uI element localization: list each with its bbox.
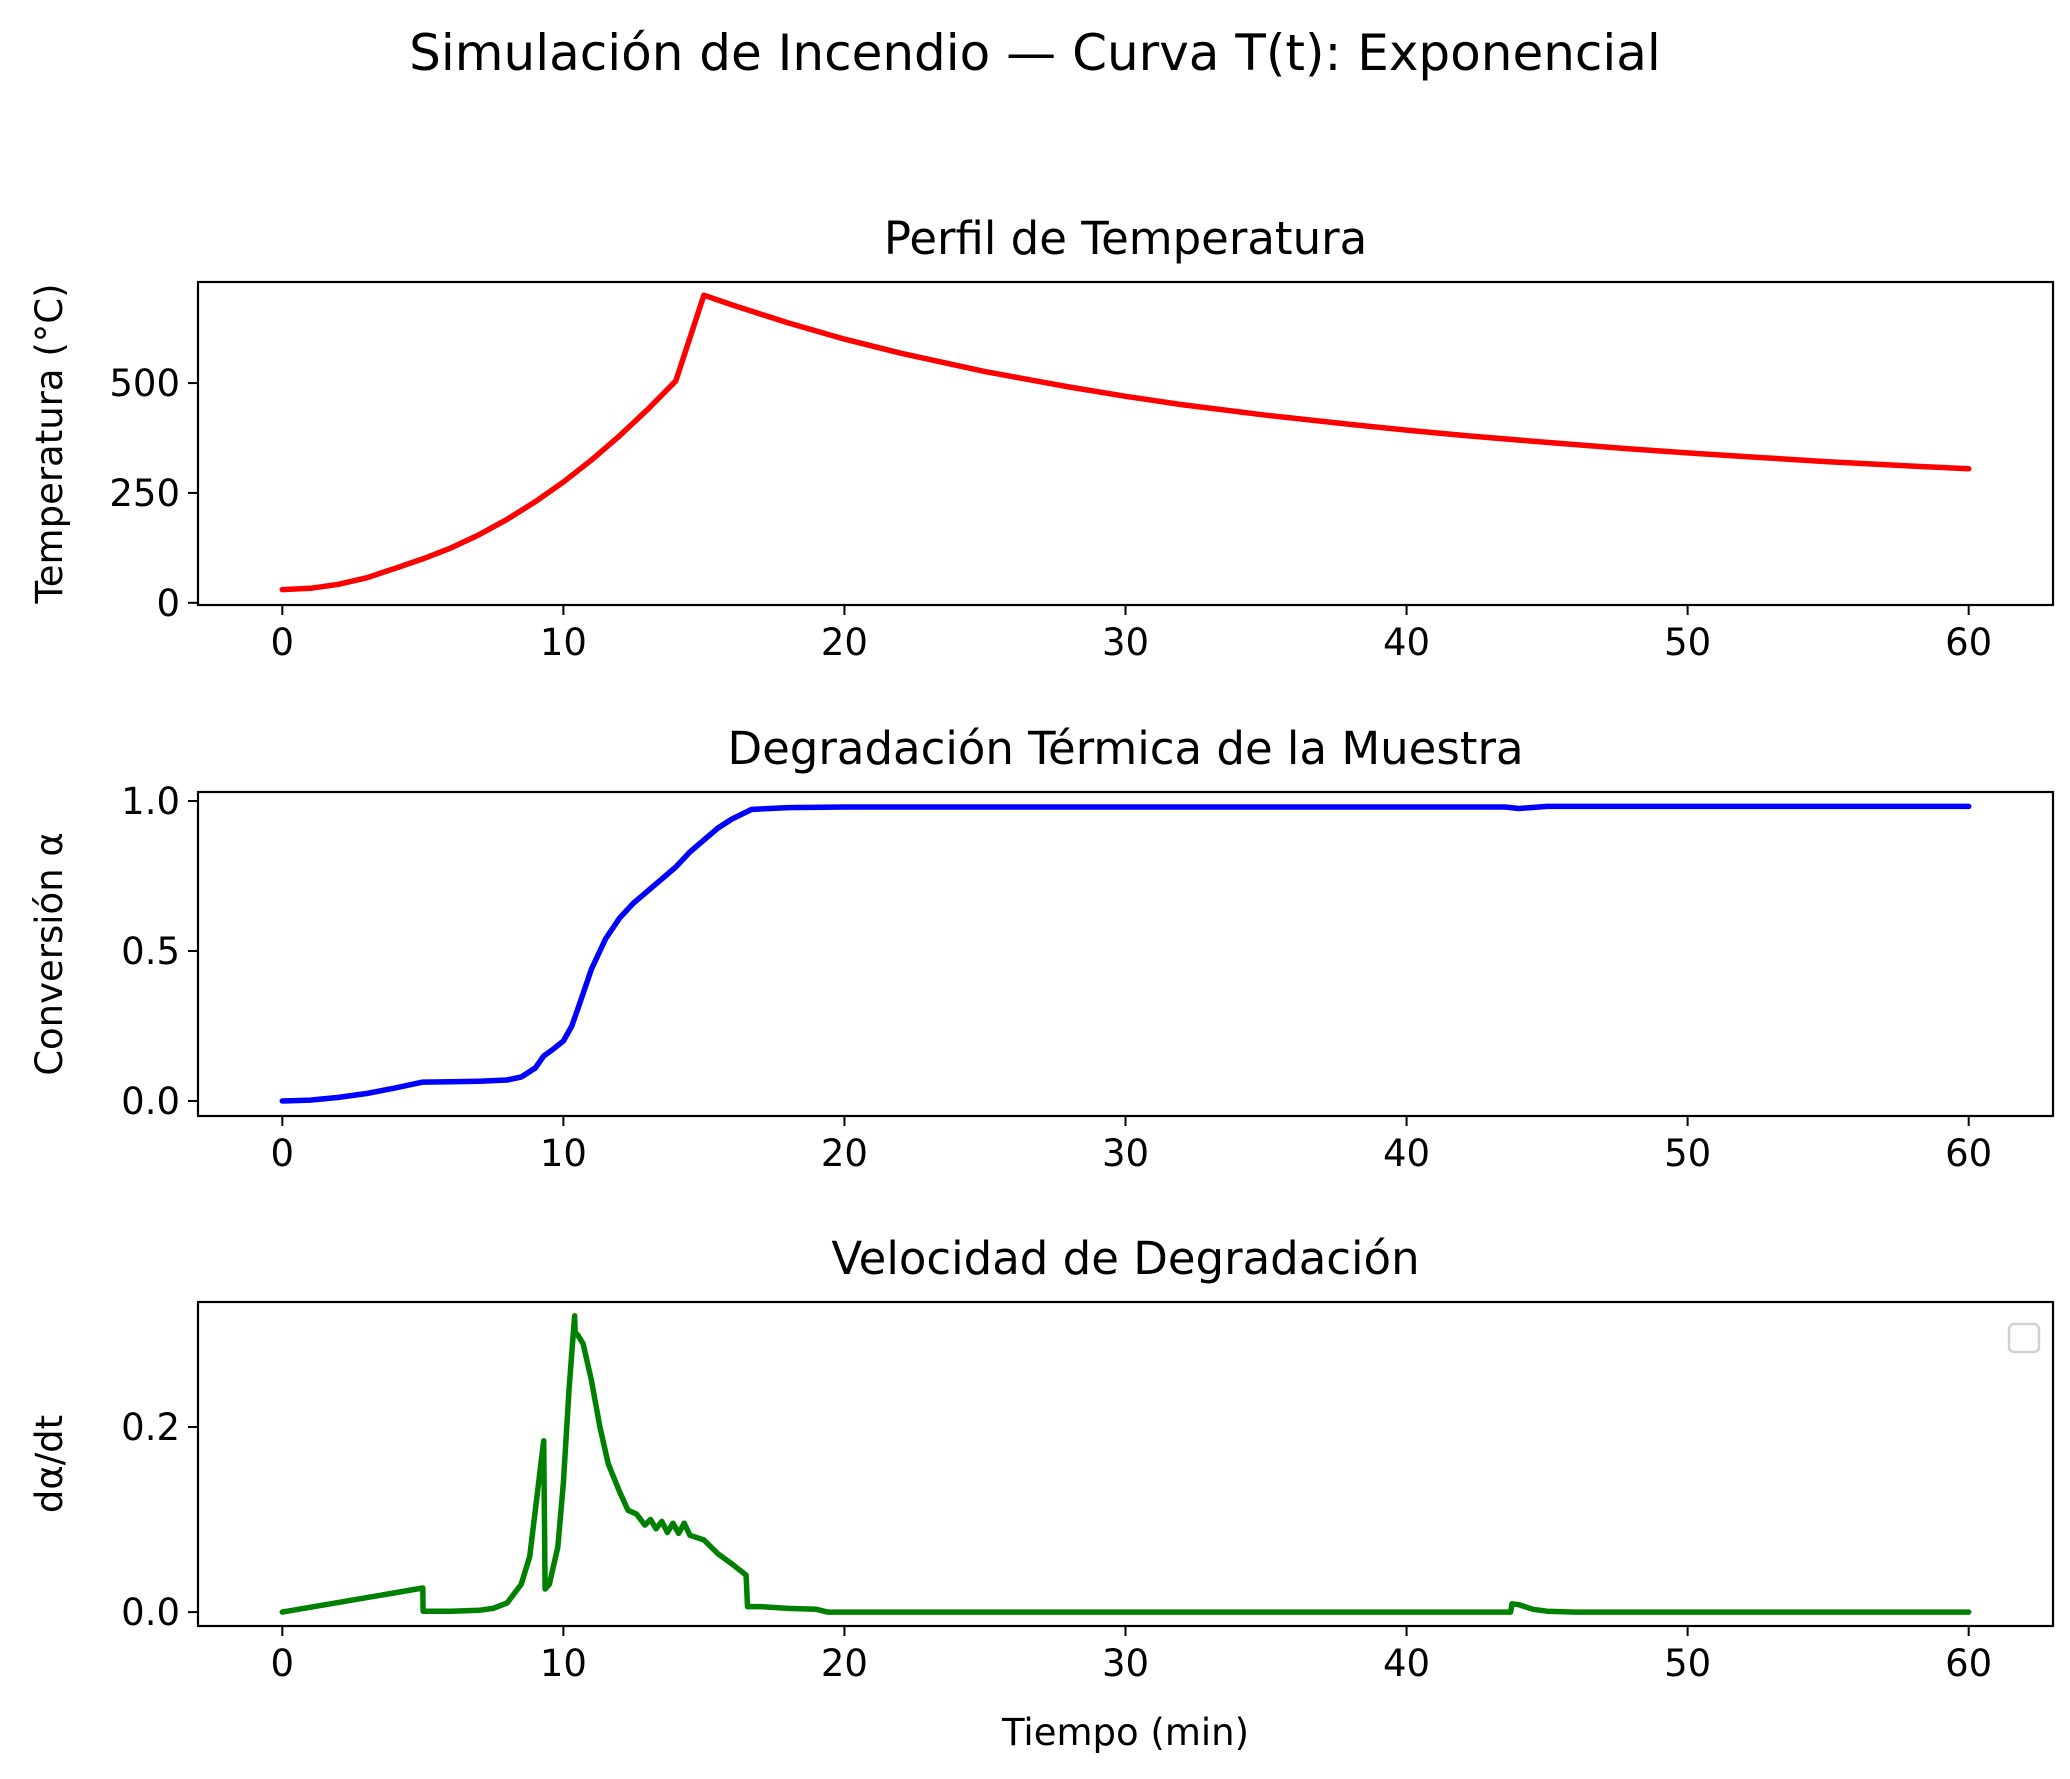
- degradation-xtick-label: 40: [1383, 1132, 1430, 1175]
- degradation-xtick-label: 50: [1664, 1132, 1711, 1175]
- degradation-ytick-label: 1.0: [121, 780, 180, 823]
- rate-subplot: Velocidad de Degradación dα/dt Tiempo (m…: [28, 1232, 2055, 1754]
- rate-xtick-label: 20: [821, 1642, 868, 1685]
- temperature-xtick-label: 10: [540, 621, 587, 664]
- degradation-series-line: [279, 803, 1972, 1104]
- temperature-xtick-label: 60: [1945, 621, 1992, 664]
- degradation-subplot-ylabel: Conversión α: [28, 832, 71, 1076]
- temperature-xtick-label: 50: [1664, 621, 1711, 664]
- degradation-xtick-label: 20: [821, 1132, 868, 1175]
- temperature-xtick-label: 30: [1102, 621, 1149, 664]
- temperature-xtick-label: 0: [271, 621, 295, 664]
- temperature-ytick-label: 500: [109, 362, 180, 405]
- rate-legend: [2007, 1322, 2041, 1354]
- degradation-ytick-label: 0.5: [121, 930, 180, 973]
- rate-xtick-label: 10: [540, 1642, 587, 1685]
- temperature-xtick-label: 20: [821, 621, 868, 664]
- temperature-ytick-label: 250: [109, 472, 180, 515]
- rate-xtick-label: 30: [1102, 1642, 1149, 1685]
- degradation-subplot-title: Degradación Térmica de la Muestra: [727, 722, 1523, 775]
- rate-xtick-label: 40: [1383, 1642, 1430, 1685]
- temperature-ytick-label: 0: [156, 582, 180, 625]
- figure-suptitle: Simulación de Incendio — Curva T(t): Exp…: [409, 24, 1661, 82]
- rate-subplot-title: Velocidad de Degradación: [831, 1232, 1419, 1285]
- rate-xtick-label: 50: [1664, 1642, 1711, 1685]
- rate-subplot-ylabel: dα/dt: [28, 1415, 71, 1513]
- temperature-xtick-label: 40: [1383, 621, 1430, 664]
- temperature-subplot: Perfil de Temperatura Temperatura (°C) 0…: [28, 212, 2055, 664]
- rate-xtick-label: 60: [1945, 1642, 1992, 1685]
- rate-ytick-label: 0.0: [121, 1591, 180, 1634]
- rate-subplot-xlabel: Tiempo (min): [1001, 1711, 1249, 1754]
- temperature-series-line: [279, 292, 1972, 593]
- degradation-xtick-label: 0: [271, 1132, 295, 1175]
- degradation-subplot: Degradación Térmica de la Muestra Conver…: [28, 722, 2055, 1175]
- rate-xtick-label: 0: [271, 1642, 295, 1685]
- degradation-xtick-label: 10: [540, 1132, 587, 1175]
- rate-ytick-label: 0.2: [121, 1406, 180, 1449]
- rate-series-line: [279, 1313, 1972, 1615]
- temperature-subplot-title: Perfil de Temperatura: [884, 212, 1367, 265]
- degradation-xtick-label: 60: [1945, 1132, 1992, 1175]
- degradation-xtick-label: 30: [1102, 1132, 1149, 1175]
- temperature-subplot-ylabel: Temperatura (°C): [28, 283, 71, 604]
- degradation-ytick-label: 0.0: [121, 1080, 180, 1123]
